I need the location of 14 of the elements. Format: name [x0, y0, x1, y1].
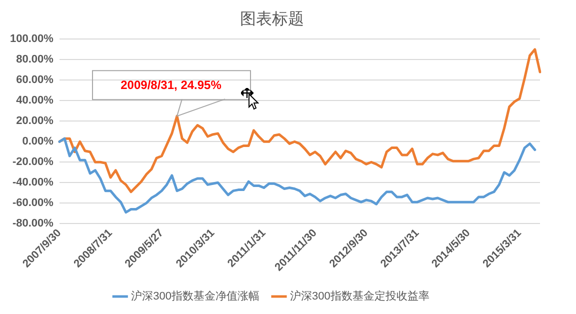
y-tick-label: -80.00% — [12, 218, 54, 230]
annotation: 2009/8/31, 24.95% — [120, 78, 222, 92]
chart-title: 图表标题 — [240, 10, 304, 28]
y-tick-label: 100.00% — [10, 33, 54, 46]
y-tick-label: -20.00% — [12, 156, 54, 168]
legend-label: 沪深300指数基金定投收益率 — [290, 290, 430, 303]
y-tick-label: 0.00% — [22, 136, 54, 148]
legend-label: 沪深300指数基金净值涨幅 — [131, 290, 260, 303]
y-tick-label: 60.00% — [16, 74, 54, 86]
y-tick-label: 20.00% — [16, 115, 54, 128]
y-tick-label: 80.00% — [16, 54, 54, 66]
y-tick-label: -40.00% — [12, 176, 54, 189]
y-tick-label: -60.00% — [12, 197, 54, 210]
y-tick-label: 40.00% — [16, 94, 54, 107]
